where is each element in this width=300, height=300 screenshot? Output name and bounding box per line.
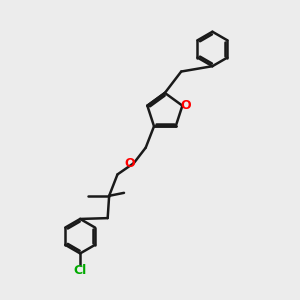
Text: O: O (181, 99, 191, 112)
Text: Cl: Cl (74, 264, 87, 277)
Text: O: O (124, 157, 135, 169)
